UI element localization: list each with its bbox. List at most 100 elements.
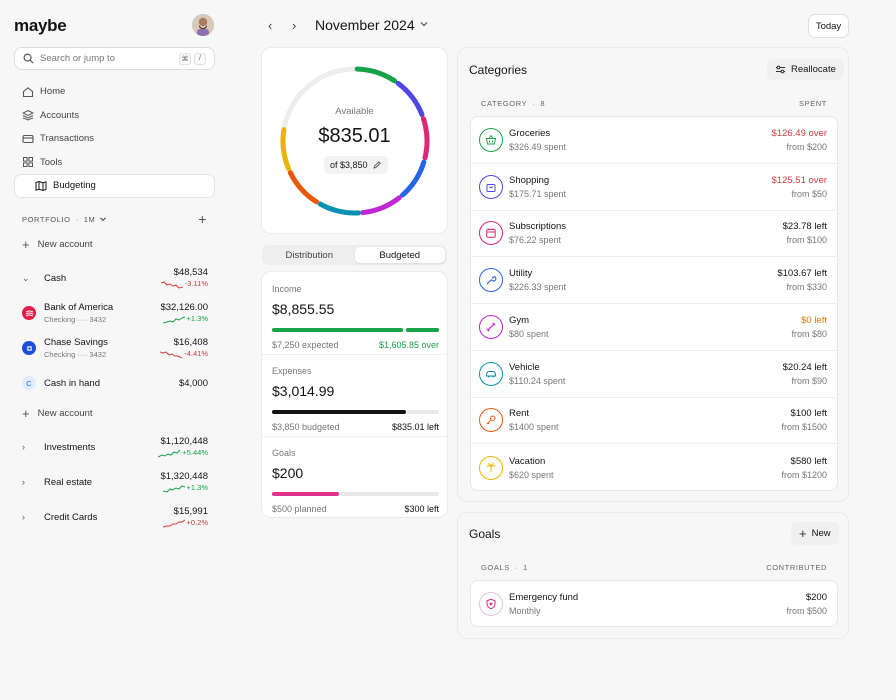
account-sub: Checking ···· 3432 — [44, 350, 107, 359]
category-budget: $126.49 over from $200 — [772, 128, 827, 152]
category-row-vehicle[interactable]: Vehicle $110.24 spent $20.24 left from $… — [471, 351, 837, 398]
categories-panel: Categories Reallocate CATEGORY · 8 SPENT… — [457, 47, 849, 502]
expenses-bar — [272, 410, 439, 414]
nav-item-accounts[interactable]: Accounts — [14, 104, 215, 128]
kbd-command: ⌘ — [179, 52, 191, 65]
nav-label-accounts: Accounts — [40, 109, 80, 121]
map-icon — [35, 180, 47, 191]
category-row-gym[interactable]: Gym $80 spent $0 left from $80 — [471, 304, 837, 351]
category-from: from $1500 — [781, 422, 827, 433]
categories-title: Categories — [469, 63, 528, 77]
goal-row-emergency-fund[interactable]: Emergency fund Monthly $200 from $500 — [471, 581, 837, 626]
account-group-cash[interactable]: ⌄ Cash $48,534 -3.11% — [22, 266, 208, 290]
user-avatar[interactable] — [192, 14, 214, 36]
chevron-right-icon[interactable]: › — [22, 477, 25, 487]
group-amount: $1,320,448 — [160, 471, 208, 483]
next-month-button[interactable]: › — [292, 18, 297, 33]
pencil-icon[interactable] — [372, 160, 382, 170]
category-budget: $100 left from $1500 — [781, 408, 827, 432]
portfolio-period[interactable]: 1M — [83, 214, 96, 224]
shopping-bag-icon — [479, 174, 503, 199]
category-name: Groceries — [509, 127, 551, 139]
chevron-right-icon[interactable]: › — [22, 442, 25, 452]
previous-month-button[interactable]: ‹ — [268, 18, 273, 33]
today-button[interactable]: Today — [808, 14, 849, 38]
account-group-real-estate[interactable]: › Real estate $1,320,448 +1.3% — [22, 470, 208, 494]
sidebar-nav: Home Accounts Transactions Tools Budgeti… — [14, 80, 215, 198]
group-balance: $15,991 +0.2% — [162, 506, 208, 528]
account-group-credit-cards[interactable]: › Credit Cards $15,991 +0.2% — [22, 505, 208, 529]
separator-dot: · — [75, 214, 79, 224]
category-from: from $90 — [791, 375, 827, 386]
account-group-investments[interactable]: › Investments $1,120,448 +5.44% — [22, 435, 208, 459]
category-row-rent[interactable]: Rent $1400 spent $100 left from $1500 — [471, 398, 837, 445]
nav-item-tools[interactable]: Tools — [14, 151, 215, 175]
chevron-right-icon[interactable]: › — [22, 512, 25, 522]
account-info: Bank of America Checking ···· 3432 — [44, 302, 113, 324]
tab-distribution[interactable]: Distribution — [264, 247, 355, 263]
add-account-plus-icon[interactable]: + — [198, 211, 207, 227]
goal-amount-info: $200 from $500 — [786, 592, 827, 616]
category-spent: $80 spent — [509, 328, 549, 339]
budget-total-chip[interactable]: of $3,850 — [324, 156, 388, 174]
goals-label: Goals — [272, 448, 296, 458]
new-account-label: New account — [37, 407, 93, 419]
account-name: Cash in hand — [44, 377, 100, 389]
category-row-vacation[interactable]: Vacation $620 spent $580 left from $1200 — [471, 444, 837, 491]
new-account-label: New account — [37, 238, 93, 250]
nav-label-home: Home — [40, 86, 66, 98]
group-change-value: +5.44% — [182, 448, 208, 458]
key-icon — [479, 408, 503, 433]
account-change-value: +1.3% — [186, 314, 208, 324]
income-section: Income $8,855.55 $7,250 expected $1,605.… — [272, 284, 439, 350]
category-budget: $20.24 left from $90 — [783, 362, 827, 386]
tab-budgeted[interactable]: Budgeted — [354, 247, 445, 263]
car-icon — [479, 361, 503, 386]
group-balance: $1,320,448 +1.3% — [160, 471, 208, 493]
expenses-section: Expenses $3,014.99 $3,850 budgeted $835.… — [272, 366, 439, 432]
category-row-groceries[interactable]: Groceries $326.49 spent $126.49 over fro… — [471, 117, 837, 164]
reallocate-button[interactable]: Reallocate — [767, 59, 844, 80]
income-bar — [272, 328, 439, 332]
chase-logo-icon — [22, 341, 36, 355]
group-change: -3.11% — [160, 279, 208, 289]
account-amount: $16,408 — [173, 337, 208, 349]
goals-left: $300 left — [404, 504, 439, 514]
category-col-label: CATEGORY — [481, 98, 528, 108]
expenses-value: $3,014.99 — [272, 383, 335, 399]
category-status: $103.67 left — [777, 268, 827, 280]
category-info: Utility $226.33 spent — [509, 268, 566, 292]
new-account-button[interactable]: + New account — [22, 404, 208, 422]
category-row-utility[interactable]: Utility $226.33 spent $103.67 left from … — [471, 257, 837, 304]
cash-badge-icon: C — [22, 376, 36, 390]
expenses-left: $835.01 left — [391, 422, 439, 432]
chevron-down-icon[interactable] — [419, 19, 429, 29]
category-spent: $175.71 spent — [509, 188, 567, 199]
search-input[interactable] — [40, 53, 176, 64]
new-goal-button[interactable]: + New — [791, 522, 839, 545]
account-bank-of-america[interactable]: Bank of America Checking ···· 3432 $32,1… — [22, 300, 208, 326]
nav-item-home[interactable]: Home — [14, 80, 215, 104]
account-amount: $32,126.00 — [160, 302, 208, 314]
goals-title: Goals — [469, 527, 501, 541]
nav-item-transactions[interactable]: Transactions — [14, 127, 215, 151]
sparkline-icon — [158, 449, 181, 458]
chevron-down-icon[interactable]: ⌄ — [22, 272, 30, 283]
new-account-button[interactable]: + New account — [22, 235, 208, 253]
goal-frequency: Monthly — [509, 605, 541, 616]
income-over-fill — [406, 328, 439, 332]
reallocate-label: Reallocate — [791, 64, 836, 75]
category-row-subscriptions[interactable]: Subscriptions $76.22 spent $23.78 left f… — [471, 211, 837, 258]
category-row-shopping[interactable]: Shopping $175.71 spent $125.51 over from… — [471, 164, 837, 211]
plus-icon: + — [22, 405, 30, 421]
month-title[interactable]: November 2024 — [315, 17, 415, 33]
category-name: Rent — [509, 408, 530, 420]
search-bar[interactable]: ⌘ / — [14, 47, 215, 70]
account-cash-in-hand[interactable]: C Cash in hand $4,000 — [22, 374, 208, 392]
separator-dot: · — [532, 98, 536, 108]
chevron-down-icon[interactable] — [99, 215, 107, 223]
separator-dot: · — [514, 562, 518, 572]
nav-item-budgeting[interactable]: Budgeting — [14, 174, 215, 198]
app-logo[interactable]: maybe — [14, 16, 67, 35]
account-chase-savings[interactable]: Chase Savings Checking ···· 3432 $16,408… — [22, 335, 208, 361]
